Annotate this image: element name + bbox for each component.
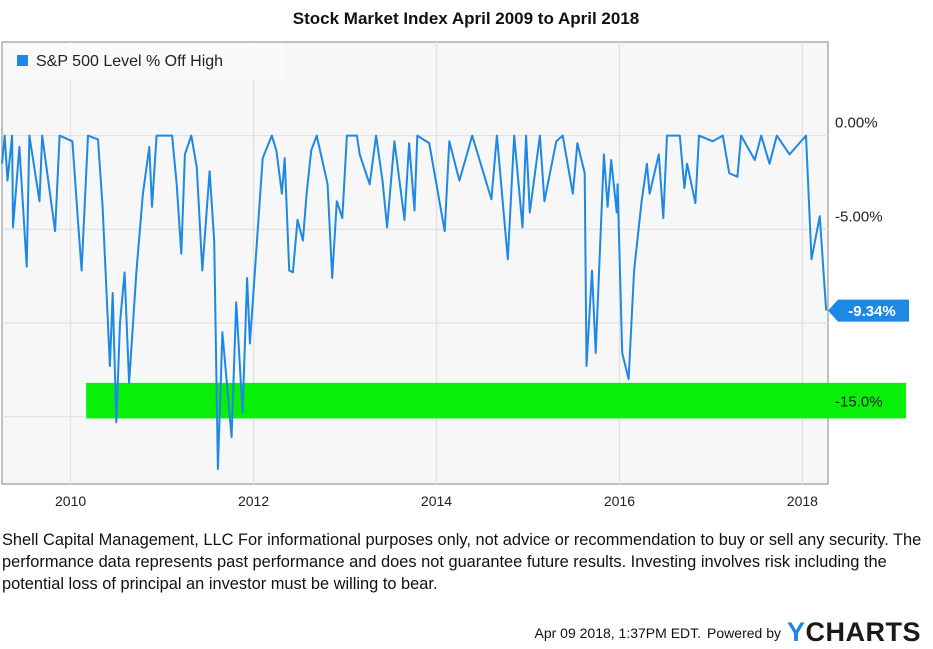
ycharts-logo[interactable]: YCHARTS bbox=[787, 617, 921, 648]
disclaimer: Shell Capital Management, LLC For inform… bbox=[2, 531, 922, 593]
chart: Stock Market Index April 2009 to April 2… bbox=[1, 9, 909, 509]
x-tick-label: 2014 bbox=[421, 493, 452, 509]
logo-rest: CHARTS bbox=[805, 617, 921, 647]
legend-swatch bbox=[17, 55, 28, 66]
legend-box bbox=[3, 43, 285, 80]
y-tick-label: -5.00% bbox=[835, 208, 883, 225]
y-tick-label: 0.00% bbox=[835, 115, 878, 132]
logo-y: Y bbox=[786, 617, 806, 647]
attribution: Apr 09 2018, 1:37PM EDT. Powered by YCHA… bbox=[535, 617, 922, 648]
series-line bbox=[1, 134, 828, 470]
x-tick-label: 2016 bbox=[604, 493, 635, 509]
legend-label: S&P 500 Level % Off High bbox=[36, 53, 223, 70]
x-tick-label: 2012 bbox=[238, 493, 269, 509]
legend: S&P 500 Level % Off High bbox=[3, 43, 285, 80]
threshold-band-label: -15.0% bbox=[835, 394, 883, 411]
x-tick-label: 2010 bbox=[55, 493, 86, 509]
powered-by: Powered by bbox=[707, 624, 781, 641]
last-value-flag bbox=[828, 299, 909, 322]
timestamp: Apr 09 2018, 1:37PM EDT. bbox=[534, 624, 702, 641]
last-value-label: -9.34% bbox=[848, 303, 896, 320]
threshold-band bbox=[86, 382, 907, 419]
x-tick-label: 2018 bbox=[787, 493, 818, 509]
chart-title: Stock Market Index April 2009 to April 2… bbox=[293, 9, 639, 28]
